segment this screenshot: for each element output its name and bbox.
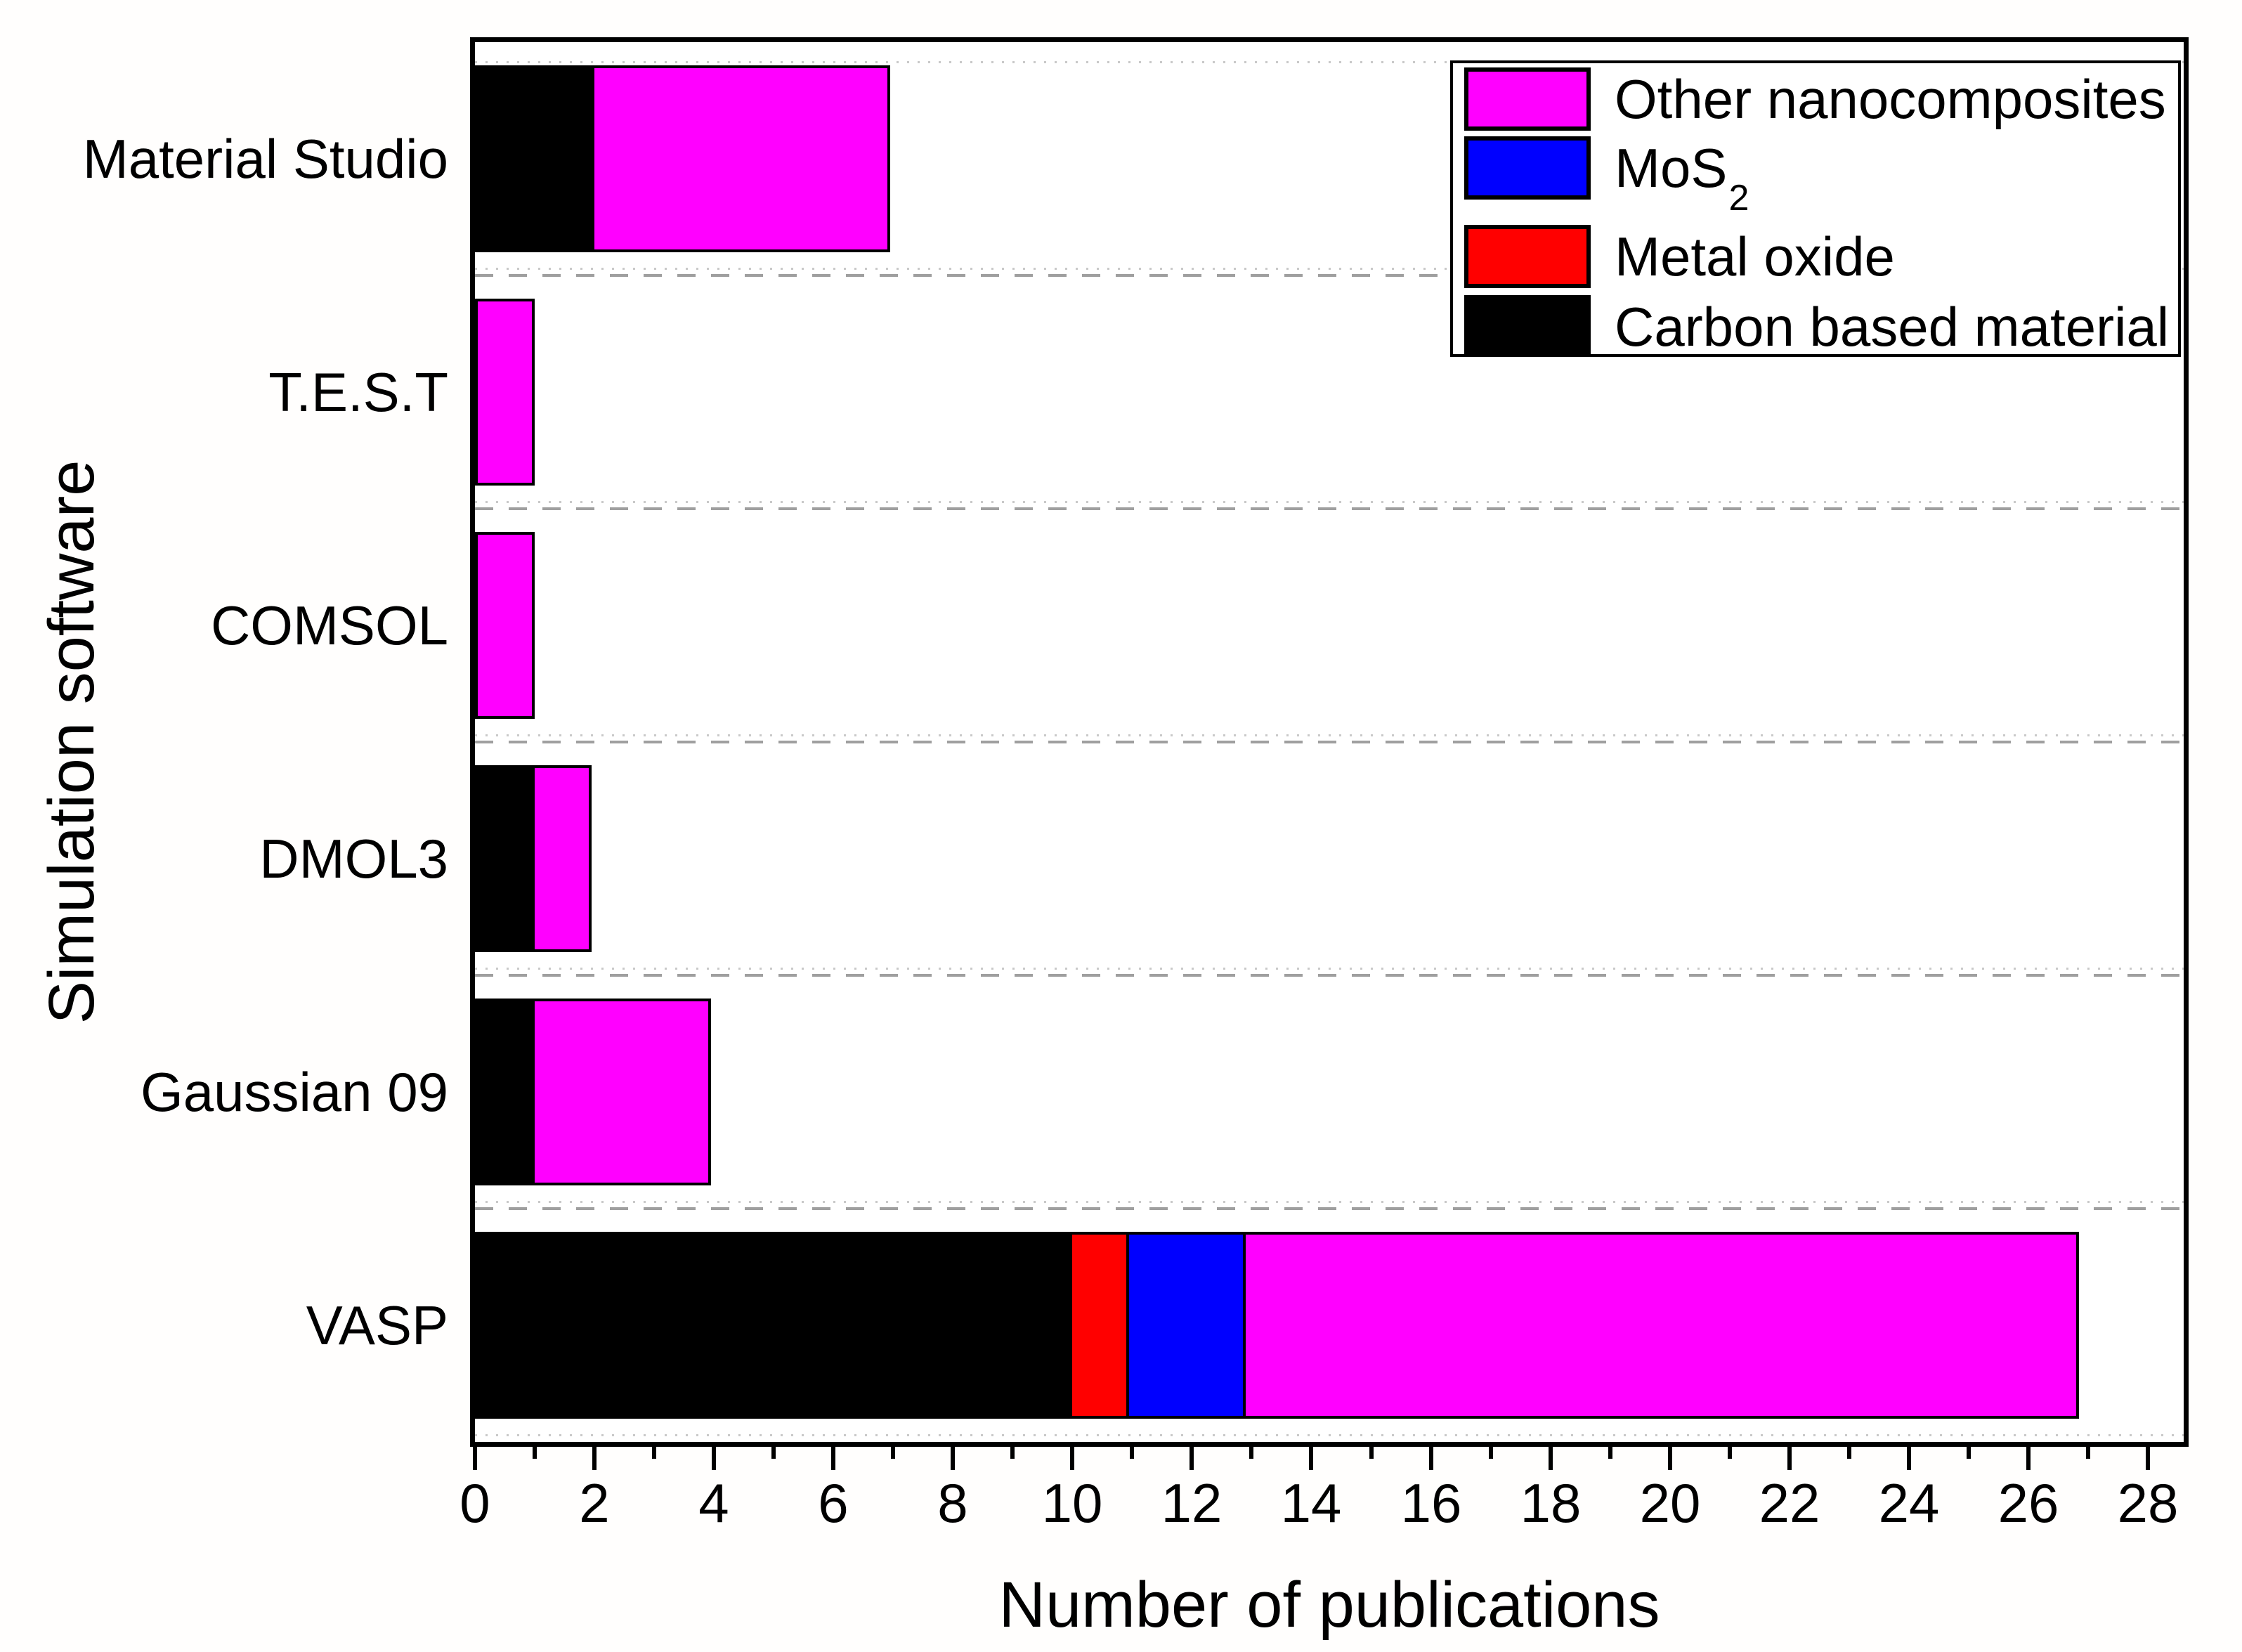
bar-segment-other-nanocomposites bbox=[475, 299, 535, 486]
x-tick-label: 16 bbox=[1400, 1472, 1462, 1534]
x-tick-label: 2 bbox=[579, 1472, 610, 1534]
category-gridline bbox=[475, 1207, 2184, 1210]
x-axis-minor-tick bbox=[1369, 1442, 1374, 1459]
x-axis-major-tick bbox=[712, 1442, 716, 1470]
x-axis-major-tick bbox=[1190, 1442, 1194, 1470]
category-label-vasp: VASP bbox=[306, 1294, 448, 1356]
x-tick-label: 4 bbox=[698, 1472, 729, 1534]
x-axis-major-tick bbox=[473, 1442, 477, 1470]
category-label-gaussian-09: Gaussian 09 bbox=[141, 1061, 448, 1123]
x-axis-major-tick bbox=[1668, 1442, 1672, 1470]
category-gridline bbox=[475, 274, 2184, 277]
category-gridline bbox=[475, 741, 2184, 743]
x-axis-minor-tick bbox=[1847, 1442, 1851, 1459]
legend-label: MoS2 bbox=[1615, 137, 1749, 219]
x-axis-title: Number of publications bbox=[998, 1569, 1660, 1641]
bar-segment-mos2 bbox=[1126, 1232, 1246, 1419]
bar-row-comsol bbox=[475, 532, 535, 719]
minor-gridline-dotted bbox=[475, 61, 2184, 63]
x-tick-label: 14 bbox=[1280, 1472, 1342, 1534]
minor-gridline-dotted bbox=[475, 501, 2184, 503]
x-axis-minor-tick bbox=[1130, 1442, 1134, 1459]
minor-gridline-dotted bbox=[475, 268, 2184, 270]
x-axis-minor-tick bbox=[2086, 1442, 2090, 1459]
x-axis-minor-tick bbox=[1249, 1442, 1253, 1459]
bar-segment-other-nanocomposites bbox=[475, 532, 535, 719]
x-tick-label: 18 bbox=[1520, 1472, 1582, 1534]
bar-segment-other-nanocomposites bbox=[532, 765, 592, 952]
x-tick-label: 12 bbox=[1161, 1472, 1223, 1534]
bar-row-material-studio bbox=[475, 65, 890, 252]
category-gridline bbox=[475, 974, 2184, 977]
bar-segment-carbon-based-material bbox=[475, 1232, 1072, 1419]
bar-row-vasp bbox=[475, 1232, 2079, 1419]
x-axis-major-tick bbox=[831, 1442, 835, 1470]
x-axis-major-tick bbox=[2146, 1442, 2150, 1470]
category-gridline bbox=[475, 507, 2184, 510]
legend-label: Other nanocomposites bbox=[1615, 68, 2166, 130]
x-axis-minor-tick bbox=[1010, 1442, 1015, 1459]
x-axis-minor-tick bbox=[771, 1442, 776, 1459]
legend-item-other-nanocomposites: Other nanocomposites bbox=[1464, 67, 2178, 131]
bar-row-t-e-s-t bbox=[475, 299, 535, 486]
legend-label: Carbon based material bbox=[1615, 296, 2170, 357]
minor-gridline-dotted bbox=[475, 1434, 2184, 1436]
x-axis-minor-tick bbox=[652, 1442, 656, 1459]
x-axis-minor-tick bbox=[1608, 1442, 1612, 1459]
legend-swatch-other-nanocomposites bbox=[1464, 67, 1591, 131]
legend-label: Metal oxide bbox=[1615, 226, 1895, 287]
x-axis-minor-tick bbox=[533, 1442, 537, 1459]
x-axis-major-tick bbox=[1070, 1442, 1074, 1470]
bar-row-dmol3 bbox=[475, 765, 592, 952]
x-axis-minor-tick bbox=[1728, 1442, 1732, 1459]
bar-segment-other-nanocomposites bbox=[592, 65, 890, 252]
x-axis-major-tick bbox=[1787, 1442, 1792, 1470]
x-tick-label: 22 bbox=[1759, 1472, 1820, 1534]
bar-segment-other-nanocomposites bbox=[532, 999, 711, 1185]
category-label-dmol3: DMOL3 bbox=[259, 828, 448, 890]
x-axis-minor-tick bbox=[1967, 1442, 1971, 1459]
x-tick-label: 0 bbox=[460, 1472, 490, 1534]
x-axis-major-tick bbox=[2026, 1442, 2031, 1470]
category-label-t-e-s-t: T.E.S.T bbox=[268, 361, 448, 423]
x-axis-major-tick bbox=[1907, 1442, 1911, 1470]
x-tick-label: 24 bbox=[1878, 1472, 1940, 1534]
x-axis-major-tick bbox=[1309, 1442, 1313, 1470]
legend-swatch-mos2 bbox=[1464, 136, 1591, 200]
legend-item-mos2: MoS2 bbox=[1464, 136, 2178, 219]
bar-row-gaussian-09 bbox=[475, 999, 711, 1185]
x-tick-label: 8 bbox=[937, 1472, 968, 1534]
x-tick-label: 6 bbox=[818, 1472, 849, 1534]
minor-gridline-dotted bbox=[475, 968, 2184, 970]
legend-swatch-carbon-based-material bbox=[1464, 295, 1591, 354]
x-axis-minor-tick bbox=[1489, 1442, 1493, 1459]
x-axis-minor-tick bbox=[891, 1442, 895, 1459]
minor-gridline-dotted bbox=[475, 1201, 2184, 1203]
legend-item-carbon-based-material: Carbon based material bbox=[1464, 295, 2178, 357]
bar-segment-carbon-based-material bbox=[475, 765, 535, 952]
legend: Other nanocomposites MoS2 Metal oxide Carbo… bbox=[1450, 60, 2181, 357]
x-tick-label: 28 bbox=[2117, 1472, 2179, 1534]
bar-segment-carbon-based-material bbox=[475, 999, 535, 1185]
minor-gridline-dotted bbox=[475, 734, 2184, 736]
x-axis-major-tick bbox=[1429, 1442, 1433, 1470]
plot-inner bbox=[475, 42, 2184, 1442]
bar-segment-other-nanocomposites bbox=[1243, 1232, 2079, 1419]
x-tick-label: 26 bbox=[1997, 1472, 2059, 1534]
category-label-comsol: COMSOL bbox=[210, 594, 448, 656]
x-tick-label: 20 bbox=[1639, 1472, 1701, 1534]
bar-segment-carbon-based-material bbox=[475, 65, 594, 252]
x-axis-major-tick bbox=[951, 1442, 955, 1470]
legend-item-metal-oxide: Metal oxide bbox=[1464, 225, 2178, 288]
x-axis-major-tick bbox=[592, 1442, 597, 1470]
legend-swatch-metal-oxide bbox=[1464, 225, 1591, 288]
x-axis-major-tick bbox=[1549, 1442, 1553, 1470]
x-tick-label: 10 bbox=[1041, 1472, 1103, 1534]
y-axis-title: Simulation software bbox=[36, 460, 107, 1025]
category-label-material-studio: Material Studio bbox=[82, 128, 448, 190]
bar-segment-metal-oxide bbox=[1069, 1232, 1129, 1419]
